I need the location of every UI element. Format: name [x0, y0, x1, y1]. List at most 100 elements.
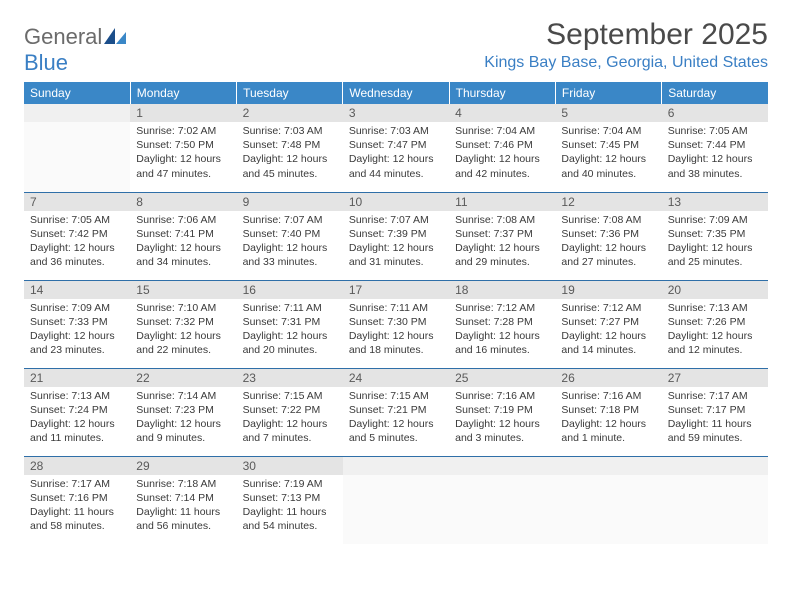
calendar-day: 6Sunrise: 7:05 AMSunset: 7:44 PMDaylight…: [662, 104, 768, 192]
daylight-text: and 20 minutes.: [241, 343, 339, 357]
calendar-day: 23Sunrise: 7:15 AMSunset: 7:22 PMDayligh…: [237, 368, 343, 456]
calendar-day: 8Sunrise: 7:06 AMSunset: 7:41 PMDaylight…: [130, 192, 236, 280]
sunset-text: Sunset: 7:40 PM: [241, 227, 339, 241]
sunset-text: Sunset: 7:18 PM: [559, 403, 657, 417]
daylight-text: and 56 minutes.: [134, 519, 232, 533]
calendar-day: 16Sunrise: 7:11 AMSunset: 7:31 PMDayligh…: [237, 280, 343, 368]
daylight-text: Daylight: 12 hours: [28, 417, 126, 431]
daylight-text: and 44 minutes.: [347, 167, 445, 181]
day-number: 18: [449, 281, 555, 299]
calendar-day: 22Sunrise: 7:14 AMSunset: 7:23 PMDayligh…: [130, 368, 236, 456]
day-number: 24: [343, 369, 449, 387]
calendar-day-empty: [24, 104, 130, 192]
sunrise-text: Sunrise: 7:03 AM: [347, 124, 445, 138]
sunset-text: Sunset: 7:22 PM: [241, 403, 339, 417]
sunrise-text: Sunrise: 7:13 AM: [666, 301, 764, 315]
daylight-text: and 18 minutes.: [347, 343, 445, 357]
header: General Blue September 2025 Kings Bay Ba…: [24, 18, 768, 76]
daylight-text: Daylight: 11 hours: [666, 417, 764, 431]
day-number: 27: [662, 369, 768, 387]
daylight-text: Daylight: 12 hours: [453, 241, 551, 255]
daylight-text: Daylight: 12 hours: [666, 152, 764, 166]
sunset-text: Sunset: 7:46 PM: [453, 138, 551, 152]
daylight-text: Daylight: 12 hours: [559, 417, 657, 431]
calendar-day: 30Sunrise: 7:19 AMSunset: 7:13 PMDayligh…: [237, 456, 343, 544]
day-header: Sunday: [24, 82, 130, 104]
sunset-text: Sunset: 7:23 PM: [134, 403, 232, 417]
calendar-day: 29Sunrise: 7:18 AMSunset: 7:14 PMDayligh…: [130, 456, 236, 544]
day-number: 14: [24, 281, 130, 299]
daylight-text: Daylight: 12 hours: [347, 241, 445, 255]
sunrise-text: Sunrise: 7:06 AM: [134, 213, 232, 227]
daylight-text: and 25 minutes.: [666, 255, 764, 269]
day-number: 16: [237, 281, 343, 299]
sunrise-text: Sunrise: 7:04 AM: [453, 124, 551, 138]
sunset-text: Sunset: 7:44 PM: [666, 138, 764, 152]
day-header: Monday: [130, 82, 236, 104]
sunrise-text: Sunrise: 7:16 AM: [559, 389, 657, 403]
day-number: 1: [130, 104, 236, 122]
daylight-text: Daylight: 12 hours: [453, 329, 551, 343]
sunrise-text: Sunrise: 7:15 AM: [241, 389, 339, 403]
sunrise-text: Sunrise: 7:08 AM: [453, 213, 551, 227]
sunset-text: Sunset: 7:47 PM: [347, 138, 445, 152]
daylight-text: and 54 minutes.: [241, 519, 339, 533]
sunrise-text: Sunrise: 7:17 AM: [28, 477, 126, 491]
day-number: 26: [555, 369, 661, 387]
sunrise-text: Sunrise: 7:04 AM: [559, 124, 657, 138]
title-block: September 2025 Kings Bay Base, Georgia, …: [484, 18, 768, 72]
calendar-day: 13Sunrise: 7:09 AMSunset: 7:35 PMDayligh…: [662, 192, 768, 280]
sunrise-text: Sunrise: 7:05 AM: [666, 124, 764, 138]
daylight-text: Daylight: 12 hours: [347, 152, 445, 166]
calendar-day-empty: [555, 456, 661, 544]
day-number: 9: [237, 193, 343, 211]
sunset-text: Sunset: 7:30 PM: [347, 315, 445, 329]
sunrise-text: Sunrise: 7:14 AM: [134, 389, 232, 403]
daylight-text: Daylight: 12 hours: [559, 152, 657, 166]
sunset-text: Sunset: 7:16 PM: [28, 491, 126, 505]
daylight-text: Daylight: 12 hours: [134, 152, 232, 166]
day-number: 17: [343, 281, 449, 299]
sunrise-text: Sunrise: 7:08 AM: [559, 213, 657, 227]
sunset-text: Sunset: 7:41 PM: [134, 227, 232, 241]
sunrise-text: Sunrise: 7:12 AM: [453, 301, 551, 315]
sunset-text: Sunset: 7:14 PM: [134, 491, 232, 505]
sunrise-text: Sunrise: 7:16 AM: [453, 389, 551, 403]
sunrise-text: Sunrise: 7:02 AM: [134, 124, 232, 138]
daylight-text: and 36 minutes.: [28, 255, 126, 269]
day-number: 11: [449, 193, 555, 211]
calendar-day: 2Sunrise: 7:03 AMSunset: 7:48 PMDaylight…: [237, 104, 343, 192]
day-number: 29: [130, 457, 236, 475]
daylight-text: and 14 minutes.: [559, 343, 657, 357]
daylight-text: Daylight: 12 hours: [134, 241, 232, 255]
daylight-text: and 42 minutes.: [453, 167, 551, 181]
daylight-text: and 38 minutes.: [666, 167, 764, 181]
daylight-text: Daylight: 11 hours: [28, 505, 126, 519]
sunrise-text: Sunrise: 7:03 AM: [241, 124, 339, 138]
day-number: 3: [343, 104, 449, 122]
daylight-text: Daylight: 12 hours: [241, 417, 339, 431]
daylight-text: Daylight: 12 hours: [241, 329, 339, 343]
sunrise-text: Sunrise: 7:17 AM: [666, 389, 764, 403]
sunrise-text: Sunrise: 7:19 AM: [241, 477, 339, 491]
daylight-text: Daylight: 12 hours: [347, 417, 445, 431]
daylight-text: and 34 minutes.: [134, 255, 232, 269]
daylight-text: and 29 minutes.: [453, 255, 551, 269]
day-number: 20: [662, 281, 768, 299]
day-header: Friday: [555, 82, 661, 104]
sunrise-text: Sunrise: 7:12 AM: [559, 301, 657, 315]
logo-word1: General: [24, 24, 102, 49]
calendar-day: 4Sunrise: 7:04 AMSunset: 7:46 PMDaylight…: [449, 104, 555, 192]
calendar-day: 27Sunrise: 7:17 AMSunset: 7:17 PMDayligh…: [662, 368, 768, 456]
calendar-day: 7Sunrise: 7:05 AMSunset: 7:42 PMDaylight…: [24, 192, 130, 280]
logo-word2: Blue: [24, 50, 68, 75]
location: Kings Bay Base, Georgia, United States: [484, 54, 768, 72]
calendar-day: 1Sunrise: 7:02 AMSunset: 7:50 PMDaylight…: [130, 104, 236, 192]
sunset-text: Sunset: 7:48 PM: [241, 138, 339, 152]
day-header: Thursday: [449, 82, 555, 104]
daylight-text: Daylight: 12 hours: [559, 329, 657, 343]
day-number: 28: [24, 457, 130, 475]
sunrise-text: Sunrise: 7:10 AM: [134, 301, 232, 315]
day-header-row: SundayMondayTuesdayWednesdayThursdayFrid…: [24, 82, 768, 104]
sunrise-text: Sunrise: 7:07 AM: [241, 213, 339, 227]
